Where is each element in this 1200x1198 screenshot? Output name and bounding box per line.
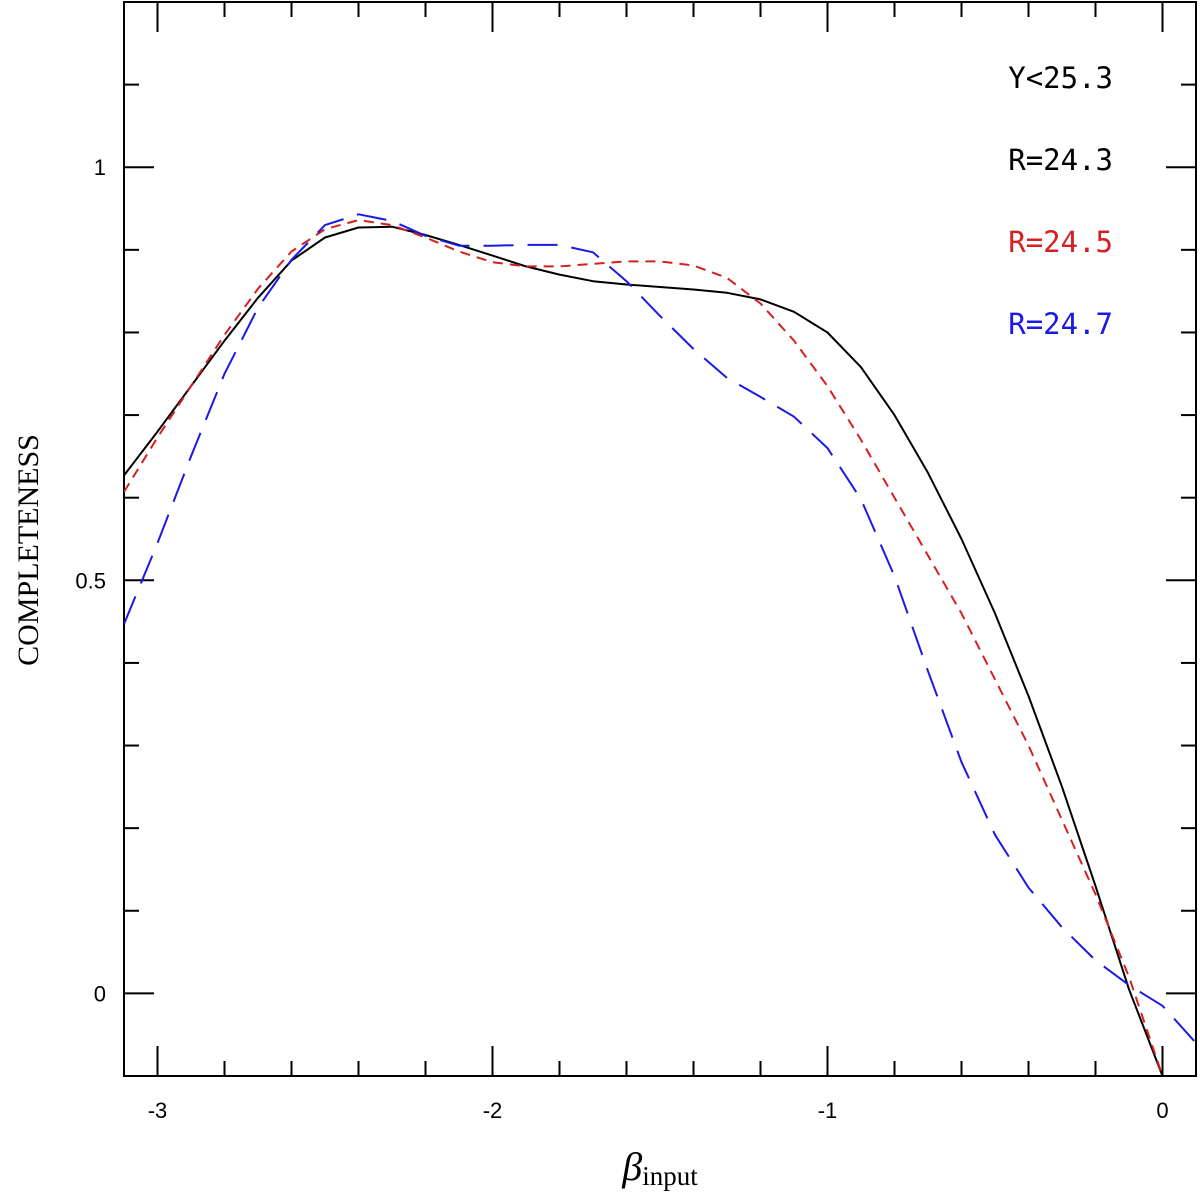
series-line-r-24-7 bbox=[124, 213, 1196, 1044]
x-tick-label: -3 bbox=[148, 1098, 168, 1123]
x-axis-label: βinput bbox=[621, 1144, 698, 1191]
x-tick-label: -1 bbox=[818, 1098, 838, 1123]
x-axis-label-subscript: input bbox=[642, 1161, 698, 1191]
legend-entry-r24-7: R=24.7 bbox=[1008, 307, 1113, 341]
y-axis-label: COMPLETENESS bbox=[12, 434, 45, 666]
series-lines bbox=[124, 213, 1196, 1076]
x-tick-label: 0 bbox=[1156, 1098, 1168, 1123]
series-line-r-24-3 bbox=[124, 225, 1164, 1076]
legend-entry-r24-3: R=24.3 bbox=[1008, 143, 1113, 177]
y-tick-label: 0 bbox=[94, 981, 106, 1006]
tick-labels: -3 -2 -1 0 0 0.5 1 bbox=[75, 155, 1168, 1123]
series-line-r-24-5 bbox=[124, 219, 1164, 1076]
legend-entry-r24-5: R=24.5 bbox=[1008, 225, 1113, 259]
plot-frame bbox=[123, 1, 1197, 1077]
x-axis-label-beta: β bbox=[621, 1144, 642, 1189]
legend-title: Y<25.3 bbox=[1008, 61, 1113, 95]
axis-ticks bbox=[124, 0, 1196, 1077]
y-tick-label: 1 bbox=[94, 155, 106, 180]
x-tick-label: -2 bbox=[483, 1098, 503, 1123]
legend: Y<25.3 R=24.3 R=24.5 R=24.7 bbox=[1008, 61, 1113, 341]
y-tick-label: 0.5 bbox=[75, 568, 106, 593]
